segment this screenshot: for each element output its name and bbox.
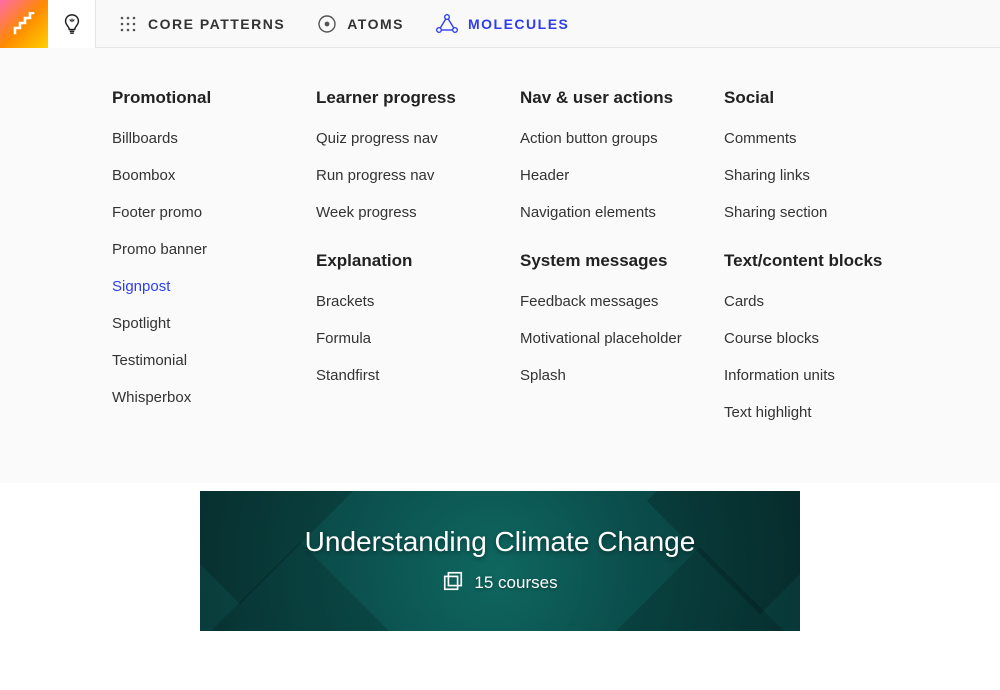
menu-col-nav-actions: Nav & user actions Action button groups … bbox=[520, 88, 724, 441]
atom-icon bbox=[317, 14, 337, 34]
decor-triangle bbox=[601, 547, 799, 631]
menu-link-text-highlight[interactable]: Text highlight bbox=[724, 404, 928, 421]
menu-link-boombox[interactable]: Boombox bbox=[112, 167, 316, 184]
menu-link-week-progress[interactable]: Week progress bbox=[316, 204, 520, 221]
top-header: CORE PATTERNS ATOMS bbox=[0, 0, 1000, 48]
bulb-button[interactable] bbox=[48, 0, 96, 48]
menu-link-whisperbox[interactable]: Whisperbox bbox=[112, 389, 316, 406]
nav-label: CORE PATTERNS bbox=[148, 16, 285, 32]
menu-link-promo-banner[interactable]: Promo banner bbox=[112, 241, 316, 258]
stack-icon bbox=[442, 570, 464, 597]
hero-section: Understanding Climate Change 15 courses bbox=[0, 483, 1000, 631]
menu-link-navigation-elements[interactable]: Navigation elements bbox=[520, 204, 724, 221]
menu-link-standfirst[interactable]: Standfirst bbox=[316, 367, 520, 384]
menu-link-formula[interactable]: Formula bbox=[316, 330, 520, 347]
menu-link-signpost[interactable]: Signpost bbox=[112, 278, 316, 295]
menu-heading: Nav & user actions bbox=[520, 88, 724, 108]
menu-link-course-blocks[interactable]: Course blocks bbox=[724, 330, 928, 347]
lightbulb-icon bbox=[61, 13, 83, 35]
primary-nav: CORE PATTERNS ATOMS bbox=[96, 14, 569, 34]
nav-atoms[interactable]: ATOMS bbox=[317, 14, 404, 34]
menu-heading: System messages bbox=[520, 251, 724, 271]
menu-link-sharing-links[interactable]: Sharing links bbox=[724, 167, 928, 184]
nav-core-patterns[interactable]: CORE PATTERNS bbox=[118, 14, 285, 34]
stairs-icon bbox=[12, 12, 36, 36]
menu-link-billboards[interactable]: Billboards bbox=[112, 130, 316, 147]
menu-heading: Explanation bbox=[316, 251, 520, 271]
menu-heading: Promotional bbox=[112, 88, 316, 108]
menu-link-comments[interactable]: Comments bbox=[724, 130, 928, 147]
menu-link-splash[interactable]: Splash bbox=[520, 367, 724, 384]
menu-heading: Learner progress bbox=[316, 88, 520, 108]
dots-grid-icon bbox=[118, 14, 138, 34]
menu-link-action-button-groups[interactable]: Action button groups bbox=[520, 130, 724, 147]
menu-link-spotlight[interactable]: Spotlight bbox=[112, 315, 316, 332]
nav-molecules[interactable]: MOLECULES bbox=[436, 14, 569, 34]
menu-link-quiz-progress[interactable]: Quiz progress nav bbox=[316, 130, 520, 147]
hero-card[interactable]: Understanding Climate Change 15 courses bbox=[200, 491, 800, 631]
menu-link-sharing-section[interactable]: Sharing section bbox=[724, 204, 928, 221]
mega-menu: Promotional Billboards Boombox Footer pr… bbox=[0, 48, 1000, 483]
menu-link-run-progress[interactable]: Run progress nav bbox=[316, 167, 520, 184]
hero-title: Understanding Climate Change bbox=[305, 526, 696, 558]
hero-count: 15 courses bbox=[474, 573, 557, 593]
menu-link-footer-promo[interactable]: Footer promo bbox=[112, 204, 316, 221]
brand-logo[interactable] bbox=[0, 0, 48, 48]
menu-col-social: Social Comments Sharing links Sharing se… bbox=[724, 88, 928, 441]
hero-subtitle: 15 courses bbox=[442, 570, 557, 597]
nav-label: ATOMS bbox=[347, 16, 404, 32]
menu-link-header[interactable]: Header bbox=[520, 167, 724, 184]
menu-heading: Social bbox=[724, 88, 928, 108]
molecule-icon bbox=[436, 14, 458, 34]
menu-link-testimonial[interactable]: Testimonial bbox=[112, 352, 316, 369]
menu-heading: Text/content blocks bbox=[724, 251, 928, 271]
menu-link-brackets[interactable]: Brackets bbox=[316, 293, 520, 310]
menu-link-feedback-messages[interactable]: Feedback messages bbox=[520, 293, 724, 310]
menu-col-learner: Learner progress Quiz progress nav Run p… bbox=[316, 88, 520, 441]
menu-link-motivational-placeholder[interactable]: Motivational placeholder bbox=[520, 330, 724, 347]
menu-link-information-units[interactable]: Information units bbox=[724, 367, 928, 384]
nav-label: MOLECULES bbox=[468, 16, 569, 32]
menu-link-cards[interactable]: Cards bbox=[724, 293, 928, 310]
menu-col-promotional: Promotional Billboards Boombox Footer pr… bbox=[112, 88, 316, 441]
